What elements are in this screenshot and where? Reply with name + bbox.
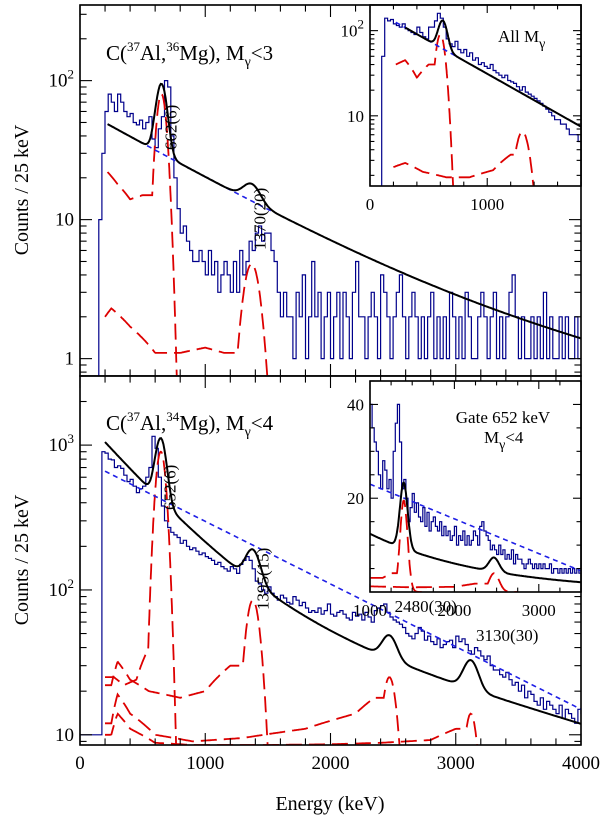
bottom-ytick-label: 102 [49,576,75,601]
bottom-background-fit [104,470,581,711]
bottom-peak-annotation: 2480(30) [395,597,457,616]
bottom-inset-ytick-label: 40 [347,395,364,414]
bottom-xtick-label: 1000 [186,753,224,774]
top-inset-total-fit [404,19,581,128]
top-inset-title: All Mγ [498,27,545,52]
bottom-xtick-label: 3000 [437,753,475,774]
bottom-inset-xtick-label: 2000 [437,601,471,620]
bottom-ytick-label: 103 [49,431,75,456]
top-plot-area [98,80,581,376]
bottom-total-fit [104,437,581,725]
bottom-inset-histogram [370,403,581,574]
top-inset-xtick-label: 1000 [470,195,504,214]
bottom-peak-annotation: 652(6) [161,465,180,510]
top-inset-frame [369,4,582,187]
bottom-inset-xtick-label: 1000 [353,601,387,620]
top-inset-plot-area [381,12,581,186]
frame-overlay [79,4,582,746]
top-inset-response-inset-peak-1 [395,33,455,186]
x-axis-label: Energy (keV) [275,793,384,815]
top-inset: 10 102 0 1000 All Mγ [341,4,582,214]
y-axis-label-top: Counts / 25 keV [11,124,33,255]
top-response-peak-662 [106,93,178,376]
bottom-inset-title: Gate 652 keV [456,408,551,427]
top-inset-response-inset-peak-2 [393,130,535,186]
bottom-inset-xtick-label: 3000 [522,601,556,620]
bottom-response-peak-652 [105,450,177,745]
bottom-inset-response-inset-gate-peak-2 [370,572,518,592]
bottom-response-peak-2480 [105,676,401,745]
top-peak-annotation: 662(6) [162,105,181,150]
bottom-response-peak-1395 [105,599,269,745]
top-histogram [98,80,581,376]
bottom-histogram [80,435,581,736]
y-axis-label-bottom: Counts / 25 keV [11,494,33,625]
bottom-xtick-label: 0 [75,753,85,774]
top-panel-title: C(37Al,36Mg), Mγ<3 [106,39,273,70]
bottom-ytick-label: 10 [55,725,74,746]
bottom-inset-ytick-label: 20 [347,489,364,508]
top-inset-ytick-label: 10 [347,107,364,126]
bottom-inset-background-fit [370,483,581,572]
bottom-inset-total-fit [370,481,581,584]
top-panel: 1 10 102 C(37Al,36Mg), Mγ<3 662(6) 1370(20) [49,5,582,376]
bottom-panel-title: C(37Al,34Mg), Mγ<4 [106,409,274,440]
bottom-peak-annotation: 1395(15) [254,548,273,610]
top-total-fit [107,82,581,340]
top-peak-annotation: 1370(20) [251,188,270,250]
top-response-peak-1370 [104,262,269,376]
top-ytick-label: 10 [55,210,74,231]
top-inset-ytick-label: 102 [341,17,365,41]
top-ytick-label: 1 [65,349,75,370]
bottom-peak-annotation: 3130(30) [476,626,538,645]
bottom-inset-title-line2: Mγ<4 [484,428,524,453]
bottom-panel: 10 102 103 0 1000 2000 3000 4000 C(37Al,34Mg), M… [49,375,600,774]
top-ytick-label: 102 [49,67,75,92]
bottom-xtick-label: 4000 [562,753,600,774]
top-inset-xtick-label: 0 [366,195,375,214]
bottom-xtick-label: 2000 [312,753,350,774]
